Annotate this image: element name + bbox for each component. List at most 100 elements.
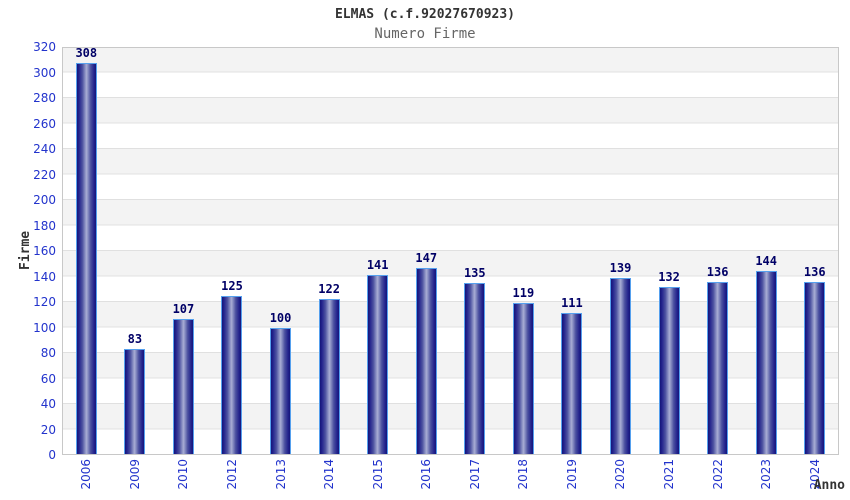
y-tick-label: 300 [33,65,56,80]
y-tick-label: 180 [33,218,56,233]
bar-slot: 111 [548,47,597,455]
x-tick-slot: 2021 [645,459,694,499]
bar-slot: 100 [256,47,305,455]
bar [561,313,583,455]
x-tick-slot: 2018 [499,459,548,499]
bar [270,328,292,455]
bar-slot: 125 [208,47,257,455]
x-tick-slot: 2016 [402,459,451,499]
x-tick-slot: 2010 [159,459,208,499]
y-tick-label: 260 [33,116,56,131]
bar [512,303,534,455]
bar [755,271,777,455]
x-tick-slot: 2014 [305,459,354,499]
x-tick-slot: 2015 [353,459,402,499]
x-tick-label: 2012 [224,459,239,490]
x-tick-label: 2014 [322,459,337,490]
y-tick-label: 320 [33,40,56,54]
x-tick-label: 2019 [564,459,579,490]
bar-slot: 147 [402,47,451,455]
bar-value-label: 141 [366,258,389,272]
x-tick-label: 2010 [176,459,191,490]
y-tick-label: 160 [33,244,56,258]
x-tick-slot: 2020 [596,459,645,499]
bar-value-label: 119 [512,286,535,300]
y-tick-label: 0 [48,448,56,462]
y-tick-label: 200 [33,193,56,207]
bar [172,319,194,455]
bar [707,282,729,455]
plot-area: 308 83 107 125 100 122 141 147 135 119 111 139 132 13… [62,47,839,455]
x-tick-slot: 2013 [256,459,305,499]
x-tick-label: 2022 [710,459,725,490]
bar-value-label: 144 [755,254,777,268]
x-tick-label: 2013 [273,459,288,490]
bar-value-label: 83 [127,332,143,346]
x-tick-slot: 2022 [693,459,742,499]
chart-subtitle: Numero Firme [374,26,476,42]
y-tick-label: 220 [33,167,56,182]
bar [318,299,340,455]
y-tick-label: 60 [40,371,56,386]
bar-value-label: 139 [609,261,632,275]
bar-value-label: 308 [75,46,98,60]
y-tick-label: 80 [40,346,56,360]
x-tick-slot: 2009 [111,459,160,499]
bar-slot: 136 [693,47,742,455]
bar-value-label: 100 [269,311,292,325]
x-tick-label: 2020 [613,459,628,490]
bar [367,275,389,455]
x-axis-ticks: 2006 2009 2010 2012 2013 2014 2015 2016 2017 2018… [62,459,839,499]
bar-slot: 122 [305,47,354,455]
bar-slot: 136 [790,47,839,455]
y-tick-label: 120 [33,295,56,309]
y-tick-label: 240 [33,142,56,156]
bars-row: 308 83 107 125 100 122 141 147 135 119 111 139 132 13… [62,47,839,455]
x-tick-label: 2023 [759,459,774,490]
bar-value-label: 111 [561,296,583,310]
x-tick-slot: 2019 [548,459,597,499]
bar [609,278,631,455]
x-tick-label: 2016 [419,459,434,490]
bar-value-label: 132 [658,270,680,284]
y-tick-label: 20 [40,422,56,437]
x-tick-label: 2015 [370,459,385,490]
bar-value-label: 107 [172,302,195,316]
y-tick-label: 40 [40,397,56,411]
x-tick-slot: 2023 [742,459,791,499]
x-tick-slot: 2017 [451,459,500,499]
x-tick-label: 2018 [516,459,531,490]
bar [124,349,146,455]
bar-value-label: 136 [706,265,729,279]
bar-value-label: 147 [415,251,438,265]
x-tick-label: 2017 [467,459,482,490]
x-tick-label: 2021 [662,459,677,490]
bar-value-label: 135 [463,266,486,280]
y-tick-label: 100 [33,320,56,335]
bar-value-label: 125 [221,279,243,293]
bar-slot: 139 [596,47,645,455]
bar-slot: 132 [645,47,694,455]
bar-slot: 83 [111,47,160,455]
bar [804,282,826,455]
bar [464,283,486,455]
x-tick-slot: 2012 [208,459,257,499]
bar [658,287,680,455]
x-tick-label: 2009 [127,459,142,490]
x-tick-slot: 2006 [62,459,111,499]
bar-slot: 135 [451,47,500,455]
bar-slot: 141 [353,47,402,455]
bar-slot: 144 [742,47,791,455]
bar-slot: 119 [499,47,548,455]
bar-value-label: 122 [318,282,340,296]
bar [221,296,243,455]
y-axis-ticks: 0 20 40 60 80 100 120 140 160 180 200 220 240 260 280 3… [0,40,56,462]
x-tick-label: 2006 [79,459,94,490]
y-tick-label: 140 [33,269,56,284]
chart-title: ELMAS (c.f.92027670923) [334,7,515,22]
bar [415,268,437,455]
bar-slot: 107 [159,47,208,455]
bar-slot: 308 [62,47,111,455]
x-axis-label: Anno [813,478,845,493]
